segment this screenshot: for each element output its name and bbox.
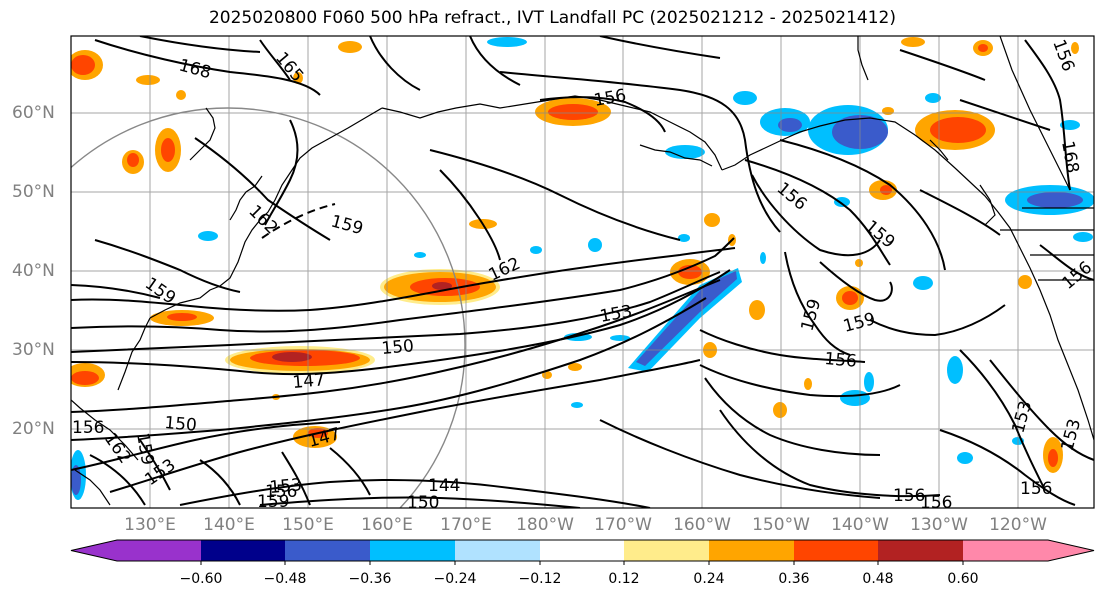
contour-label: 156 <box>72 418 104 438</box>
latitude-label: 30°N <box>12 340 55 360</box>
colorbar-tick-label: 0.60 <box>947 571 979 587</box>
longitude-label: 130°W <box>910 515 968 535</box>
longitude-label: 130°E <box>124 515 176 535</box>
contour-lines <box>71 36 1094 508</box>
coastlines <box>71 36 1094 506</box>
colorbar-tick-label: −0.36 <box>348 571 392 587</box>
latitude-label: 50°N <box>12 182 55 202</box>
contour-label: 156 <box>1020 479 1052 499</box>
colorbar-segment <box>201 540 285 561</box>
contour-label: 144 <box>428 476 460 496</box>
contour-label: 159 <box>257 492 289 512</box>
longitude-label: 120°W <box>989 515 1047 535</box>
colorbar-tick-label: −0.24 <box>433 571 477 587</box>
colorbar-segment <box>285 540 370 561</box>
contour-label: 147 <box>292 370 326 393</box>
dashed-contour <box>261 203 336 239</box>
colorbar-tick-label: 0.48 <box>862 571 894 587</box>
contour-label: 150 <box>407 493 439 513</box>
contour-label: 153 <box>269 475 303 498</box>
longitude-label: 170°E <box>440 515 492 535</box>
longitude-label: 170°W <box>594 515 652 535</box>
colorbar-tick-label: 0.12 <box>608 571 640 587</box>
colorbar-outline <box>70 539 1095 562</box>
latitude-label: 40°N <box>12 261 55 281</box>
map-frame <box>70 35 1095 509</box>
contour-label: 156 <box>893 486 925 506</box>
colorbar-tick-label: 0.36 <box>778 571 810 587</box>
colorbar-segment <box>624 540 709 561</box>
colorbar-tick-label: 0.24 <box>693 571 725 587</box>
colorbar-segment <box>794 540 878 561</box>
colorbar-tick-label: −0.60 <box>179 571 223 587</box>
reference-circle <box>71 107 466 508</box>
colorbar-segment <box>370 540 455 561</box>
contour-label: 156 <box>824 349 858 372</box>
colorbar <box>70 539 1095 565</box>
colorbar-tick-label: −0.48 <box>263 571 307 587</box>
contour-label: 156 <box>265 482 297 502</box>
longitude-label: 150°W <box>752 515 810 535</box>
lat-lon-grid <box>71 36 1094 508</box>
colorbar-segment <box>71 540 201 561</box>
longitude-label: 180°W <box>516 515 574 535</box>
longitude-label: 160°E <box>361 515 413 535</box>
contour-label: 150 <box>164 413 198 436</box>
longitude-label: 140°W <box>831 515 889 535</box>
latitude-label: 20°N <box>12 419 55 439</box>
colorbar-segment <box>455 540 540 561</box>
colorbar-segment <box>540 540 624 561</box>
colorbar-segment <box>709 540 794 561</box>
longitude-label: 150°E <box>282 515 334 535</box>
colorbar-segment <box>878 540 963 561</box>
colorbar-tick-label: −0.12 <box>518 571 562 587</box>
longitude-label: 140°E <box>203 515 255 535</box>
colorbar-extend-max <box>963 540 1094 561</box>
latitude-label: 60°N <box>12 103 55 123</box>
contour-label: 156 <box>920 493 952 513</box>
contour-label: 150 <box>381 336 415 359</box>
longitude-label: 160°W <box>673 515 731 535</box>
map-title: 2025020800 F060 500 hPa refract., IVT La… <box>208 8 896 28</box>
